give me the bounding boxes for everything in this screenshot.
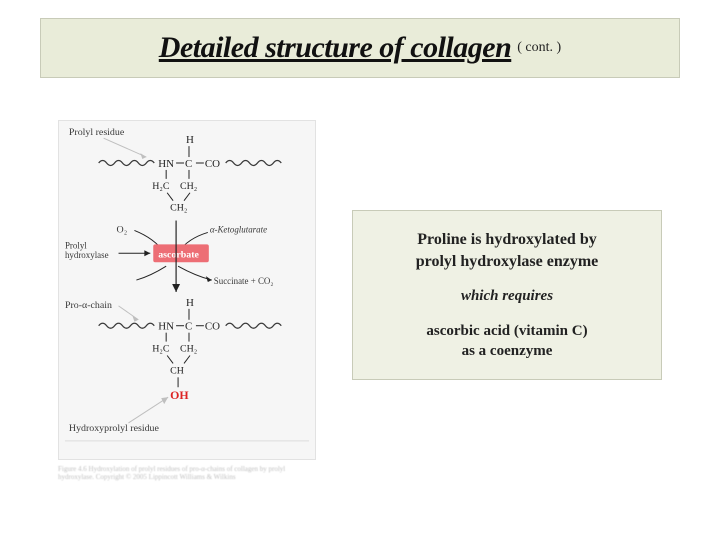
info-line1: Proline is hydroxylated by prolyl hydrox… — [365, 229, 649, 272]
leader-arrowhead — [140, 153, 146, 159]
label-aketo: α-Ketoglutarate — [210, 224, 267, 234]
chem-hn: HN — [158, 158, 174, 170]
page-title-cont: ( cont. ) — [517, 40, 561, 56]
label-prolyl-residue: Prolyl residue — [69, 127, 125, 138]
label-prolyl-hydroxylase-2: hydroxylase — [65, 250, 109, 260]
chem-h2: H — [186, 297, 194, 309]
chem-h: H — [186, 134, 194, 146]
chem-h2c: H₂C — [152, 181, 170, 192]
label-succinate: Succinate + CO₂ — [214, 276, 274, 286]
label-pro-alpha: Pro-α-chain — [65, 300, 112, 311]
page-title: Detailed structure of collagen — [159, 31, 511, 65]
figure-caption: Figure 4.6 Hydroxylation of prolyl resid… — [58, 465, 316, 482]
info-line3a: ascorbic acid (vitamin C) — [426, 323, 587, 339]
info-line3: ascorbic acid (vitamin C) as a coenzyme — [365, 321, 649, 362]
chem-ch22: CH₂ — [180, 344, 197, 355]
chem-c: C — [185, 158, 192, 170]
chem-c2: C — [185, 321, 192, 333]
chem-ch: CH — [170, 365, 184, 376]
chem-co: CO — [205, 158, 220, 170]
label-o2: O₂ — [117, 224, 128, 235]
info-box: Proline is hydroxylated by prolyl hydrox… — [352, 210, 662, 380]
chem-hn2: HN — [158, 321, 174, 333]
label-prolyl-hydroxylase-1: Prolyl — [65, 240, 87, 250]
title-box: Detailed structure of collagen ( cont. ) — [40, 18, 680, 78]
info-line2: which requires — [365, 288, 649, 305]
info-line3b: as a coenzyme — [462, 343, 553, 359]
chem-h2c2: H₂C — [152, 344, 170, 355]
info-line1a: Proline is hydroxylated by — [417, 231, 596, 248]
wave-left — [99, 161, 155, 166]
label-oh: OH — [170, 388, 189, 402]
reaction-svg: Prolyl residue H HN C CO H₂C CH₂ CH₂ O₂ … — [59, 121, 315, 459]
wave-right — [226, 161, 282, 166]
reaction-figure: Prolyl residue H HN C CO H₂C CH₂ CH₂ O₂ … — [58, 120, 316, 460]
chem-ch2a: CH₂ — [180, 181, 197, 192]
label-ascorbate: ascorbate — [158, 249, 199, 260]
label-hydroxyprolyl: Hydroxyprolyl residue — [69, 423, 160, 434]
chem-ch2b: CH₂ — [170, 203, 187, 214]
leader-line — [104, 138, 147, 157]
info-line1b: prolyl hydroxylase enzyme — [416, 253, 599, 270]
chem-co2: CO — [205, 321, 220, 333]
